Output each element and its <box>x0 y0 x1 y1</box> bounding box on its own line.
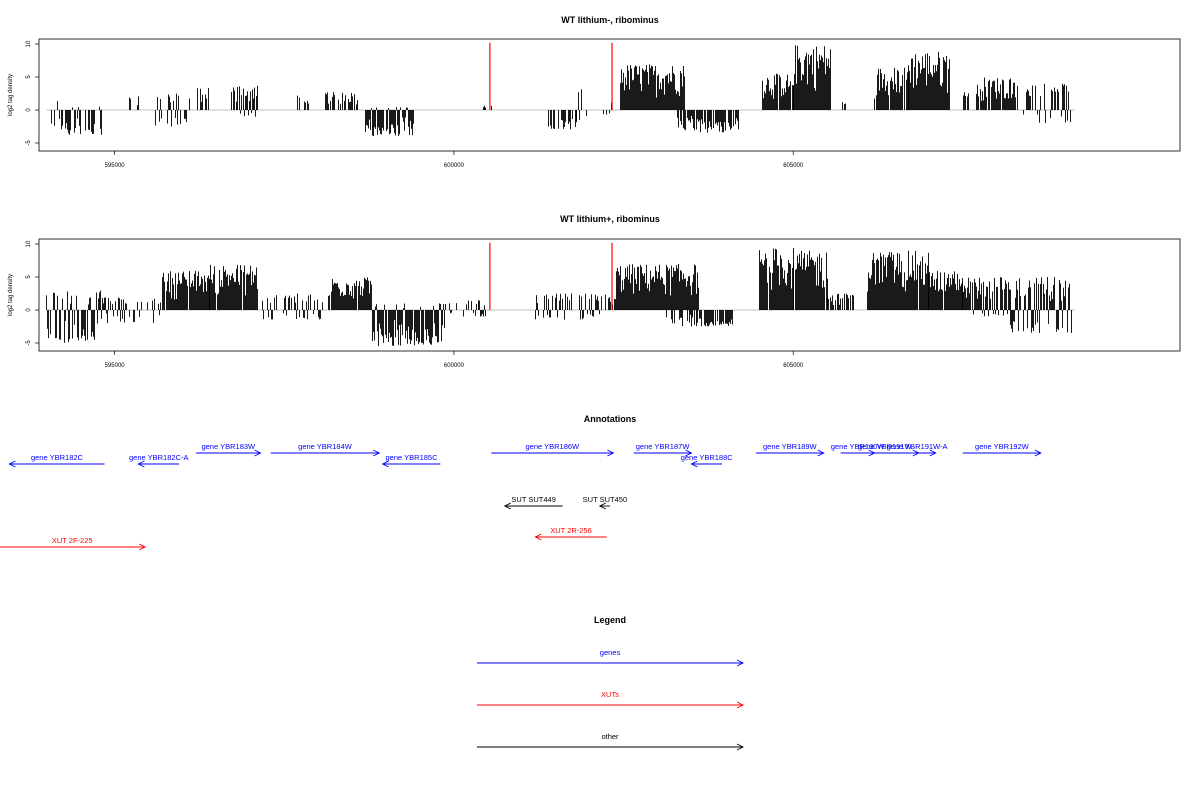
feature-label: gene YBR182C <box>31 453 84 462</box>
legend-arrow-head <box>736 743 745 751</box>
legend-items: genes XUTs other <box>477 648 745 751</box>
feature-arrow-head <box>8 460 16 468</box>
signal-bars <box>46 42 1075 136</box>
panel-title: WT lithium+, ribominus <box>560 214 660 224</box>
feature-arrow-head <box>607 449 615 457</box>
feature-label: gene YBR191W-A <box>887 442 948 451</box>
legend-label: other <box>601 732 619 741</box>
legend-label: genes <box>600 648 621 657</box>
legend-arrow-head <box>736 659 745 667</box>
plot-frame <box>38 38 1181 152</box>
annotation-feature: gene YBR187W <box>633 442 693 457</box>
legend: Legend genes XUTs other <box>477 615 745 751</box>
annotation-feature: gene YBR192W <box>962 442 1042 457</box>
annotation-feature: gene YBR182C-A <box>129 453 188 468</box>
x-tick-label: 605000 <box>783 163 804 169</box>
feature-arrow-head <box>381 460 389 468</box>
feature-label: gene YBR184W <box>298 442 353 451</box>
feature-arrow-head <box>137 460 145 468</box>
feature-label: gene YBR192W <box>975 442 1030 451</box>
legend-item-xuts: XUTs <box>477 690 745 709</box>
y-tick-label: 0 <box>26 108 32 112</box>
feature-arrow-head <box>1034 449 1042 457</box>
y-tick-label: 5 <box>26 75 32 79</box>
y-tick-label: -5 <box>26 140 32 146</box>
annotation-feature: gene YBR189W <box>755 442 825 457</box>
feature-label: gene YBR183W <box>201 442 256 451</box>
feature-arrow-head <box>817 449 825 457</box>
feature-arrow-head <box>690 460 698 468</box>
annotation-feature: gene YBR184W <box>270 442 381 457</box>
feature-label: SUT SUT449 <box>511 495 555 504</box>
y-axis-label: log2 tag density <box>8 74 14 116</box>
annotation-feature: gene YBR186W <box>491 442 615 457</box>
plot-frame <box>38 238 1181 352</box>
y-tick-label: -5 <box>26 340 32 346</box>
feature-label: gene YBR185C <box>386 453 439 462</box>
track-panel-lithium-plus: WT lithium+, ribominus log2 tag density … <box>8 214 1181 369</box>
feature-label: gene YBR187W <box>636 442 691 451</box>
axis-ticks: -5 0 5 10 595000 600000 605000 <box>26 240 804 369</box>
annotation-feature: gene YBR185C <box>381 453 441 468</box>
x-tick-label: 600000 <box>444 363 465 369</box>
feature-label: gene YBR191W <box>858 442 913 451</box>
track-panel-lithium-minus: WT lithium-, ribominus log2 tag density … <box>8 15 1181 169</box>
feature-label: gene YBR189W <box>763 442 818 451</box>
feature-arrow-head <box>534 533 542 541</box>
feature-arrow-head <box>254 449 262 457</box>
feature-arrow-head <box>138 543 147 551</box>
legend-title: Legend <box>594 615 626 625</box>
y-axis-label: log2 tag density <box>8 274 14 316</box>
annotation-feature: SUT SUT450 <box>583 495 627 510</box>
annotations-panel: Annotations gene YBR182C gene YBR182C-Age… <box>0 414 1042 551</box>
panel-title: WT lithium-, ribominus <box>561 15 659 25</box>
feature-label: gene YBR188C <box>681 453 734 462</box>
feature-arrow-head <box>503 502 512 510</box>
annotation-feature: gene YBR182C <box>8 453 105 468</box>
feature-label: gene YBR182C-A <box>129 453 188 462</box>
annotation-feature: XUT 2F-225 <box>0 536 147 551</box>
feature-label: gene YBR186W <box>525 442 580 451</box>
legend-label: XUTs <box>601 690 619 699</box>
annotation-features: gene YBR182C gene YBR182C-A gene YBR183W ge… <box>0 442 1042 551</box>
signal-bars <box>46 242 1075 347</box>
annotation-feature: SUT SUT449 <box>503 495 563 510</box>
legend-arrow-head <box>736 701 745 709</box>
feature-label: XUT 2R-256 <box>550 526 592 535</box>
x-tick-label: 600000 <box>444 163 465 169</box>
axis-ticks: -5 0 5 10 595000 600000 605000 <box>26 40 804 169</box>
feature-label: XUT 2F-225 <box>52 536 93 545</box>
annotations-title: Annotations <box>584 414 637 424</box>
x-tick-label: 595000 <box>105 363 126 369</box>
feature-arrow-head <box>929 449 937 457</box>
feature-label: SUT SUT450 <box>583 495 627 504</box>
legend-item-genes: genes <box>477 648 745 667</box>
y-tick-label: 5 <box>26 275 32 279</box>
y-tick-label: 10 <box>26 40 32 47</box>
feature-arrow-head <box>598 502 607 510</box>
annotation-feature: gene YBR188C <box>681 453 734 468</box>
feature-arrow-head <box>685 449 693 457</box>
annotation-feature: gene YBR183W <box>196 442 262 457</box>
y-tick-label: 10 <box>26 240 32 247</box>
x-tick-label: 605000 <box>783 363 804 369</box>
feature-label: gene YBR190W <box>831 442 886 451</box>
x-tick-label: 595000 <box>105 163 126 169</box>
legend-item-other: other <box>477 732 745 751</box>
annotation-feature: gene YBR191W-A <box>887 442 948 457</box>
y-tick-label: 0 <box>26 308 32 312</box>
feature-arrow-head <box>373 449 381 457</box>
annotation-feature: XUT 2R-256 <box>534 526 607 541</box>
